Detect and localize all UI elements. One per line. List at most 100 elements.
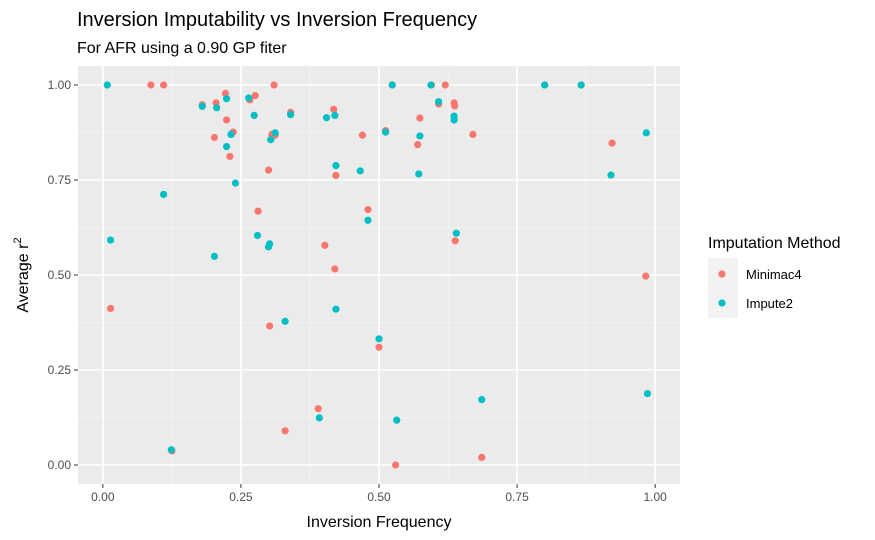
point-impute2 <box>332 305 340 313</box>
major-gridlines <box>78 66 680 484</box>
chart-title: Inversion Imputability vs Inversion Freq… <box>77 9 477 31</box>
point-minimac4 <box>375 343 383 351</box>
legend-items: Minimac4 Impute2 <box>708 258 802 318</box>
point-impute2 <box>331 111 339 119</box>
point-impute2 <box>577 81 585 89</box>
point-impute2 <box>281 317 289 325</box>
point-impute2 <box>427 81 435 89</box>
x-axis-ticks: 0.00 0.25 0.50 0.75 1.00 <box>91 484 667 504</box>
legend-key-minimac4 <box>718 270 726 278</box>
point-minimac4 <box>414 141 422 149</box>
point-minimac4 <box>254 207 262 215</box>
point-minimac4 <box>266 322 274 330</box>
point-minimac4 <box>106 304 115 313</box>
point-impute2 <box>267 136 275 144</box>
point-impute2 <box>167 446 175 454</box>
point-impute2 <box>478 396 486 404</box>
data-points <box>103 81 652 469</box>
point-impute2 <box>388 81 396 89</box>
point-impute2 <box>198 102 206 110</box>
point-minimac4 <box>160 81 168 89</box>
y-tick-label: 1.00 <box>48 78 72 92</box>
point-minimac4 <box>270 81 278 89</box>
x-tick-label: 0.25 <box>229 490 253 504</box>
legend-label-minimac4: Minimac4 <box>746 267 802 282</box>
x-axis-title: Inversion Frequency <box>307 514 452 531</box>
chart-subtitle: For AFR using a 0.90 GP fiter <box>77 40 287 57</box>
point-minimac4 <box>451 102 459 110</box>
point-impute2 <box>375 335 383 343</box>
y-tick-label: 0.50 <box>48 268 72 282</box>
point-impute2 <box>450 116 458 124</box>
point-minimac4 <box>281 427 289 435</box>
point-impute2 <box>393 416 401 424</box>
legend: Imputation Method Minimac4 Impute2 <box>708 235 841 318</box>
point-impute2 <box>227 130 235 138</box>
point-minimac4 <box>222 116 231 124</box>
point-impute2 <box>245 94 253 102</box>
point-impute2 <box>222 142 231 151</box>
point-impute2 <box>332 161 340 170</box>
point-impute2 <box>315 414 323 422</box>
point-impute2 <box>266 240 274 248</box>
point-minimac4 <box>314 405 322 413</box>
point-impute2 <box>382 128 390 136</box>
point-minimac4 <box>642 272 650 280</box>
point-minimac4 <box>147 81 155 89</box>
point-impute2 <box>253 231 262 240</box>
y-axis-title: Average r2 <box>12 237 32 312</box>
point-minimac4 <box>332 171 340 180</box>
y-axis-title-superscript: 2 <box>12 237 24 243</box>
point-minimac4 <box>441 81 449 89</box>
y-tick-label: 0.75 <box>48 173 72 187</box>
point-impute2 <box>222 95 231 103</box>
x-tick-label: 0.00 <box>91 490 115 504</box>
point-impute2 <box>210 252 219 260</box>
x-tick-label: 0.75 <box>505 490 529 504</box>
legend-key-background <box>708 258 738 318</box>
point-minimac4 <box>330 105 338 113</box>
point-minimac4 <box>608 139 616 147</box>
point-impute2 <box>250 111 258 119</box>
y-tick-label: 0.00 <box>48 458 72 472</box>
point-impute2 <box>643 389 652 398</box>
point-minimac4 <box>210 133 219 142</box>
point-minimac4 <box>469 130 477 138</box>
point-impute2 <box>287 111 295 119</box>
point-impute2 <box>106 236 115 244</box>
point-impute2 <box>642 129 650 137</box>
point-minimac4 <box>321 241 329 249</box>
point-impute2 <box>160 190 168 199</box>
point-impute2 <box>452 229 460 237</box>
legend-label-impute2: Impute2 <box>746 296 793 311</box>
y-tick-label: 0.25 <box>48 363 72 377</box>
legend-title: Imputation Method <box>708 235 841 252</box>
point-impute2 <box>607 171 615 179</box>
point-minimac4 <box>264 166 273 174</box>
x-tick-label: 1.00 <box>643 490 667 504</box>
point-minimac4 <box>451 237 459 245</box>
point-impute2 <box>415 170 423 178</box>
y-axis-ticks: 0.00 0.25 0.50 0.75 1.00 <box>48 78 78 472</box>
point-impute2 <box>416 132 424 140</box>
point-impute2 <box>356 167 364 175</box>
point-impute2 <box>103 81 111 89</box>
point-impute2 <box>541 81 549 89</box>
point-minimac4 <box>391 461 400 469</box>
y-axis-title-main: Average r <box>15 243 32 313</box>
legend-key-impute2 <box>718 299 726 307</box>
point-minimac4 <box>331 265 339 273</box>
point-impute2 <box>231 179 240 187</box>
point-minimac4 <box>478 453 486 461</box>
x-tick-label: 0.50 <box>367 490 391 504</box>
point-minimac4 <box>364 206 372 214</box>
point-minimac4 <box>416 114 424 122</box>
point-minimac4 <box>358 131 367 139</box>
point-minimac4 <box>226 152 234 161</box>
point-impute2 <box>213 104 221 112</box>
point-impute2 <box>364 216 372 224</box>
point-impute2 <box>271 129 279 137</box>
point-minimac4 <box>251 92 259 100</box>
point-impute2 <box>435 98 443 106</box>
